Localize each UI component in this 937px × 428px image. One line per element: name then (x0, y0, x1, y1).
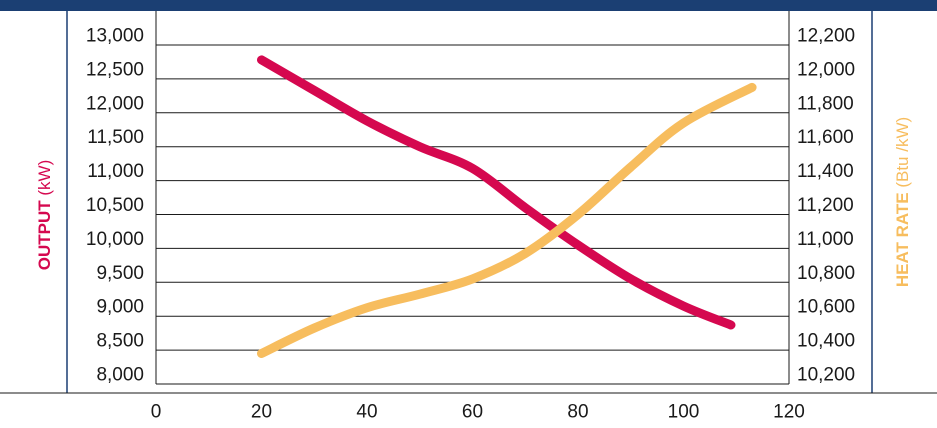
right-tick-label: 12,200 (797, 26, 855, 47)
right-tick-label: 10,200 (797, 365, 855, 386)
left-tick-label: 8,500 (96, 331, 144, 352)
tick-labels: 8,000 8,500 9,000 9,500 10,000 10,500 11,000 11… (86, 26, 855, 423)
left-tick-label: 9,000 (96, 297, 144, 318)
right-axis-title-unit: (Btu /kW) (893, 117, 912, 193)
left-tick-label: 13,000 (86, 26, 144, 47)
chart-frame (0, 11, 937, 394)
left-tick-label: 10,500 (86, 195, 144, 216)
x-tick-label: 60 (462, 402, 483, 423)
x-tick-label: 20 (251, 402, 272, 423)
x-tick-label: 0 (151, 402, 162, 423)
right-tick-label: 11,800 (797, 93, 854, 114)
left-tick-label: 11,500 (87, 127, 144, 148)
grid-lines (156, 44, 789, 385)
series-lines (257, 55, 757, 358)
left-tick-label: 11,000 (87, 161, 144, 182)
x-tick-label: 40 (356, 402, 377, 423)
left-tick-label: 9,500 (96, 263, 144, 284)
left-tick-label: 12,500 (86, 59, 144, 80)
right-tick-label: 12,000 (797, 59, 855, 80)
x-tick-label: 100 (668, 402, 700, 423)
left-axis-title-unit: (kW) (35, 160, 54, 201)
right-tick-label: 10,400 (797, 331, 855, 352)
right-tick-label: 10,800 (797, 263, 855, 284)
left-tick-label: 12,000 (86, 93, 144, 114)
right-tick-label: 10,600 (797, 297, 855, 318)
x-tick-label: 80 (567, 402, 588, 423)
series-line-heat-rate (257, 82, 757, 358)
x-tick-label: 120 (773, 402, 805, 423)
left-tick-label: 8,000 (96, 365, 144, 386)
right-axis-title-bold: HEAT RATE (893, 192, 912, 287)
series-line-output (257, 55, 736, 330)
right-tick-label: 11,000 (797, 229, 854, 250)
right-tick-label: 11,600 (797, 127, 854, 148)
left-axis-title-bold: OUTPUT (35, 200, 54, 271)
left-tick-label: 10,000 (86, 229, 144, 250)
right-tick-label: 11,200 (797, 195, 854, 216)
top-banner (0, 0, 937, 11)
right-tick-label: 11,400 (797, 161, 854, 182)
left-axis-title: OUTPUT (kW) (35, 160, 54, 270)
right-axis-title: HEAT RATE (Btu /kW) (893, 117, 912, 287)
